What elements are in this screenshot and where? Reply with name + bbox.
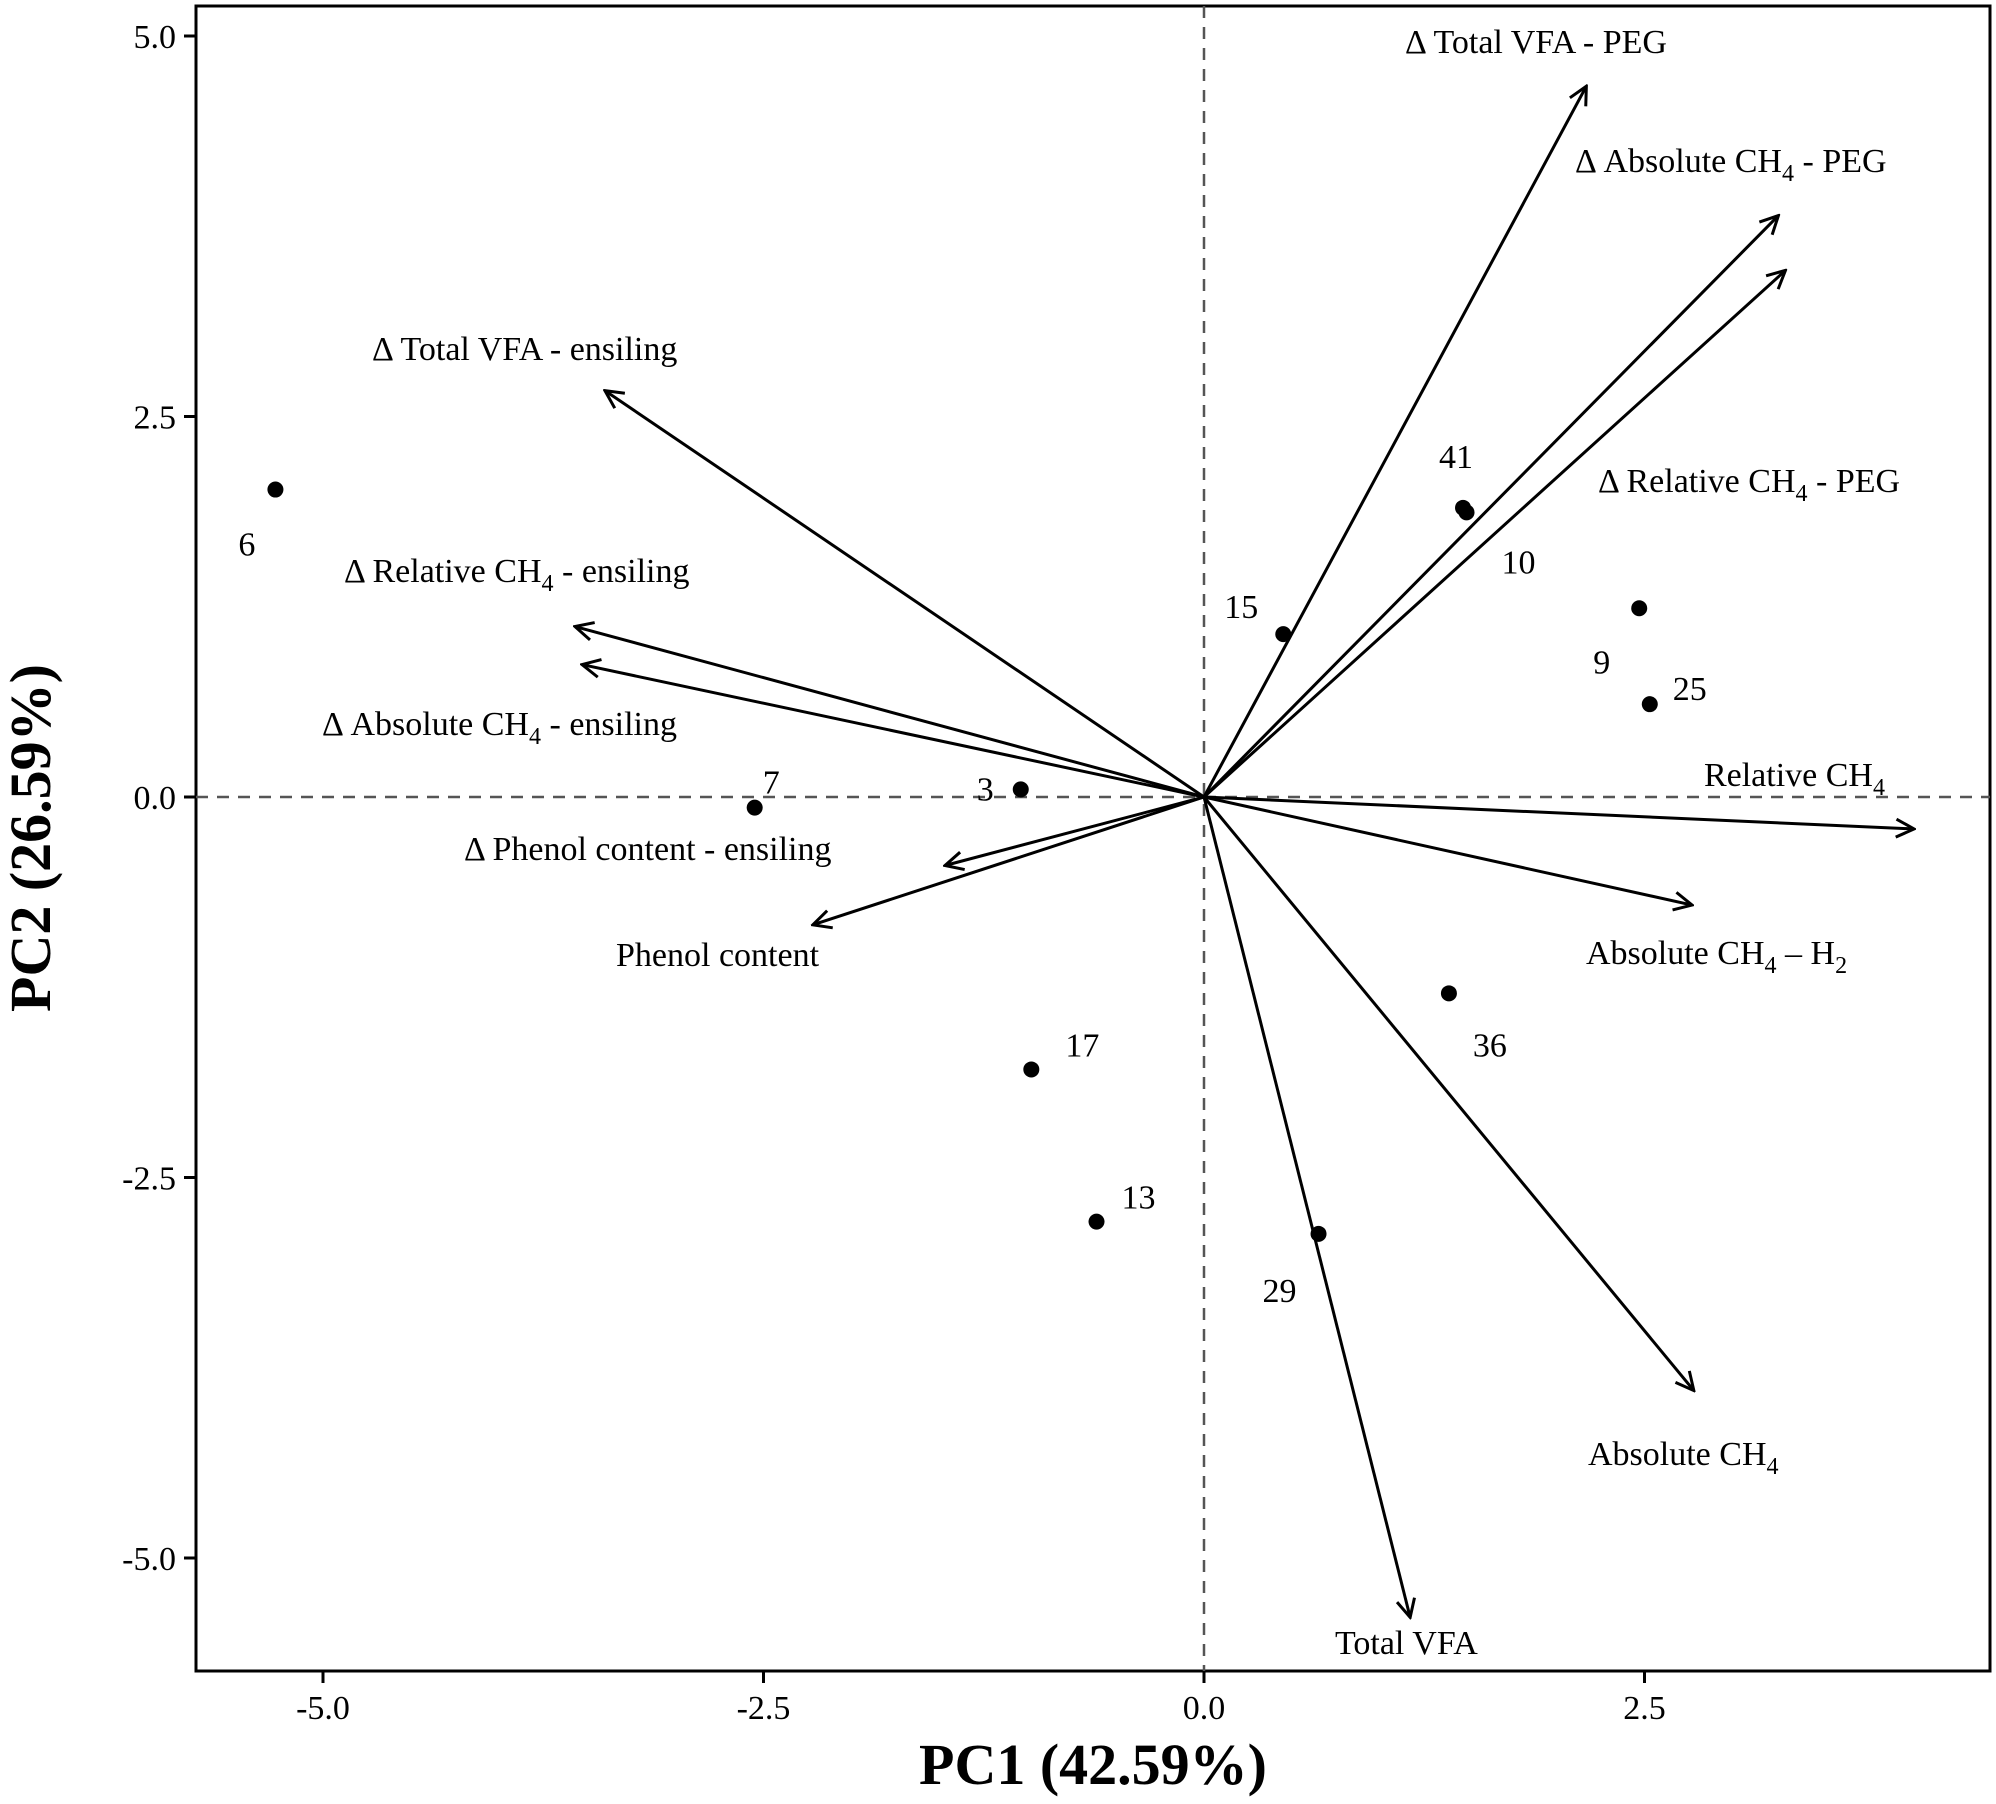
- loading-arrow: [1202, 86, 1586, 798]
- score-point: [1023, 1061, 1040, 1078]
- reference-lines: [196, 6, 1990, 1671]
- loading-arrow: [582, 665, 1205, 799]
- score-point-label: 9: [1593, 644, 1610, 681]
- loading-arrow: [1202, 270, 1785, 799]
- loading-arrow: [945, 795, 1205, 865]
- loading-arrow: [1202, 796, 1694, 1391]
- y-axis-ticks: 5.0 2.5 0.0 -2.5 -5.0: [122, 19, 196, 1578]
- score-point-label: 15: [1224, 589, 1258, 626]
- x-tick-label: -2.5: [737, 1690, 791, 1727]
- score-point-label: 10: [1502, 544, 1536, 581]
- loading-arrow: [575, 627, 1205, 799]
- loading-arrow: [813, 795, 1205, 925]
- score-point: [1631, 600, 1648, 617]
- loading-label: Relative CH4: [1704, 757, 1885, 801]
- score-point: [746, 799, 763, 816]
- score-point: [1275, 626, 1292, 643]
- score-point: [267, 481, 284, 498]
- y-tick-label: -5.0: [122, 1541, 176, 1578]
- score-point-label: 36: [1473, 1027, 1507, 1064]
- y-tick-label: 5.0: [134, 19, 177, 56]
- y-tick-label: -2.5: [122, 1161, 176, 1198]
- score-points: 6 7 3 17 13 15 29 41 10 36 9 25: [238, 439, 1706, 1310]
- loading-arrow: [605, 391, 1205, 799]
- loading-label: Absolute CH4: [1588, 1436, 1779, 1480]
- loading-label: Δ Relative CH4 - PEG: [1598, 463, 1900, 507]
- loading-label: Δ Relative CH4 - ensiling: [344, 553, 690, 597]
- loading-label: Total VFA: [1335, 1625, 1478, 1662]
- score-point: [1440, 985, 1457, 1002]
- y-axis-title: PC2 (26.59%): [0, 664, 63, 1012]
- loading-arrow: [1203, 795, 1914, 829]
- score-point-label: 3: [977, 771, 994, 808]
- score-point: [1641, 696, 1658, 713]
- score-point-label: 17: [1065, 1027, 1099, 1064]
- loading-arrow: [1202, 216, 1778, 799]
- score-point-label: 6: [238, 527, 255, 564]
- score-point-label: 25: [1673, 671, 1707, 708]
- loading-label: Absolute CH4 – H2: [1586, 935, 1847, 979]
- loading-label: Phenol content: [616, 937, 820, 974]
- score-point-label: 13: [1122, 1180, 1156, 1217]
- y-tick-label: 0.0: [134, 780, 177, 817]
- loading-arrow: [1202, 796, 1410, 1617]
- score-point: [1310, 1225, 1327, 1242]
- score-point: [1012, 781, 1029, 798]
- loading-label: Δ Total VFA - ensiling: [372, 331, 677, 368]
- x-axis-title: PC1 (42.59%): [919, 1732, 1267, 1797]
- score-point: [1088, 1213, 1105, 1230]
- score-point-label: 41: [1439, 439, 1473, 476]
- x-tick-label: 2.5: [1623, 1690, 1666, 1727]
- loading-vectors: Δ Total VFA - PEG Δ Absolute CH4 - PEG Δ R…: [322, 24, 1914, 1662]
- loading-label: Δ Absolute CH4 - ensiling: [322, 706, 677, 750]
- loading-label: Δ Absolute CH4 - PEG: [1575, 143, 1887, 187]
- x-tick-label: 0.0: [1183, 1690, 1226, 1727]
- loading-label: Δ Phenol content - ensiling: [464, 831, 832, 868]
- plot-panel: [194, 4, 1992, 1673]
- score-point-label: 7: [763, 765, 780, 802]
- x-tick-label: -5.0: [296, 1690, 350, 1727]
- y-tick-label: 2.5: [134, 400, 177, 437]
- score-point-label: 29: [1263, 1273, 1297, 1310]
- loading-arrow: [1203, 795, 1692, 905]
- score-point: [1458, 504, 1475, 521]
- loading-label: Δ Total VFA - PEG: [1405, 24, 1667, 61]
- x-axis-ticks: -5.0 -2.5 0.0 2.5: [296, 1671, 1666, 1727]
